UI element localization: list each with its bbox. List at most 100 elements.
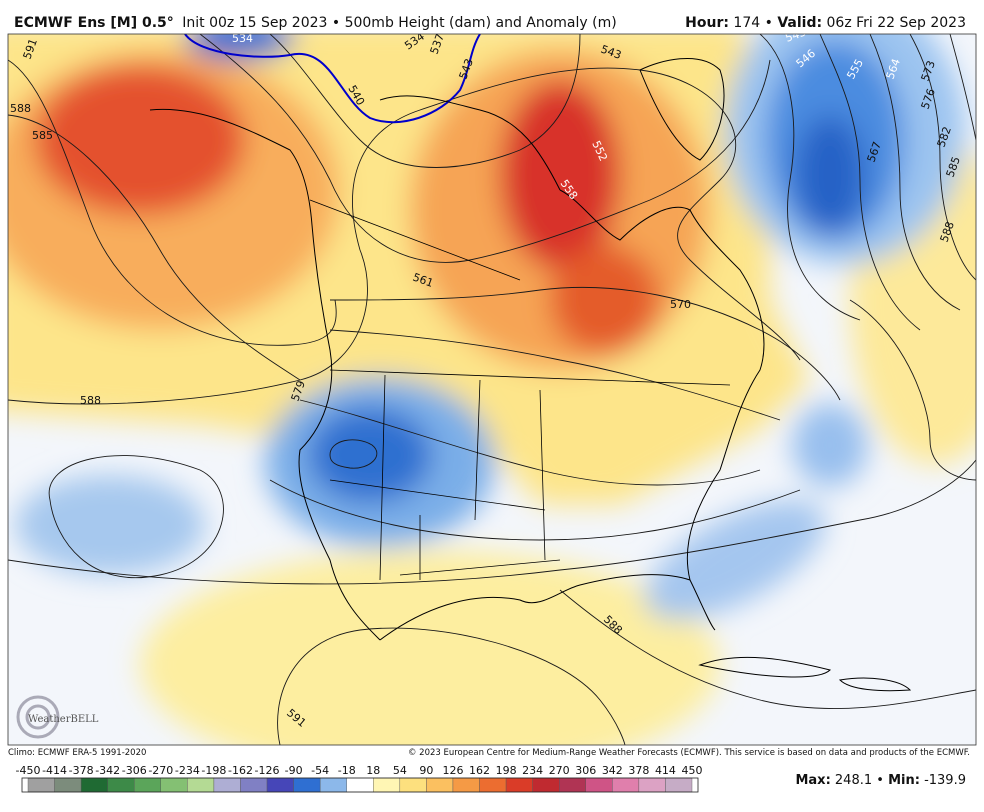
colorbar-label: -378 <box>69 764 94 777</box>
colorbar-label: 162 <box>469 764 490 777</box>
colorbar-swatch <box>213 777 241 793</box>
colorbar-label: 54 <box>393 764 407 777</box>
contour-line <box>329 329 781 421</box>
valid-value: 06z Fri 22 Sep 2023 <box>827 15 966 31</box>
negative-anomaly <box>185 34 295 60</box>
max-label: Max: <box>795 773 830 788</box>
contour-label: 543 <box>784 25 808 44</box>
anomaly-shading <box>8 34 976 745</box>
colorbar-swatch <box>559 777 586 793</box>
contour-540-line <box>184 34 481 124</box>
contour-line <box>909 34 976 281</box>
colorbar-swatch <box>27 777 55 793</box>
negative-anomaly <box>792 403 868 487</box>
colorbar-label: 234 <box>522 764 543 777</box>
colorbar-label: 198 <box>496 764 517 777</box>
colorbar-swatch <box>107 777 135 793</box>
header-valid: Hour: 174 • Valid: 06z Fri 22 Sep 2023 <box>685 15 966 31</box>
colorbar-swatch <box>319 777 347 793</box>
colorbar-swatch <box>665 777 693 793</box>
colorbar-label: 90 <box>419 764 433 777</box>
contour-line <box>329 439 378 469</box>
contour-line <box>299 399 761 486</box>
colorbar-label: -18 <box>338 764 356 777</box>
colorbar-label: 414 <box>655 764 676 777</box>
contour-line <box>849 299 976 481</box>
negative-anomaly <box>15 475 205 575</box>
separator: • <box>876 773 884 788</box>
coastline <box>149 95 765 641</box>
header-title: ECMWF Ens [M] 0.5° Init 00z 15 Sep 2023 … <box>14 15 617 31</box>
logo: WeatherBELL <box>16 695 99 739</box>
strong-negative-anomaly <box>308 407 432 503</box>
colorbar-swatch <box>532 777 560 793</box>
colorbar-label: -342 <box>95 764 120 777</box>
contour-line <box>269 479 801 541</box>
colorbar-swatch <box>638 777 666 793</box>
min-value: -139.9 <box>924 773 966 788</box>
colorbar-label: 306 <box>575 764 596 777</box>
colorbar-label: -162 <box>228 764 253 777</box>
colorbar-label: 126 <box>442 764 463 777</box>
height-contours <box>8 34 976 745</box>
contour-line <box>329 286 841 401</box>
contour-line <box>759 34 861 321</box>
greenland-coast <box>639 57 725 161</box>
contour-line <box>819 34 921 331</box>
colorbar-label: -414 <box>42 764 67 777</box>
max-min: Max: 248.1 • Min: -139.9 <box>795 773 966 788</box>
colorbar-swatch <box>585 777 613 793</box>
map-frame <box>7 33 977 746</box>
colorbar-frame <box>21 777 699 793</box>
colorbar-swatch <box>505 777 533 793</box>
political-border <box>309 199 731 581</box>
colorbar-label: -54 <box>311 764 329 777</box>
colorbar-label: -234 <box>175 764 200 777</box>
contour-label: 570 <box>670 298 691 311</box>
colorbar-label: 378 <box>628 764 649 777</box>
colorbar-swatch <box>612 777 640 793</box>
colorbar-label: -126 <box>255 764 280 777</box>
map: 591 588 585 534 534 537 543 540 543 552 … <box>8 25 976 745</box>
positive-anomaly <box>140 550 720 745</box>
strong-positive-anomaly <box>550 245 660 355</box>
model-name: ECMWF Ens [M] 0.5° <box>14 15 174 31</box>
colorbar-swatch <box>426 777 454 793</box>
init-info: Init 00z 15 Sep 2023 • 500mb Height (dam… <box>182 15 616 31</box>
colorbar-swatch <box>134 777 162 793</box>
contour-line <box>199 34 771 263</box>
contour-label: 585 <box>32 129 53 142</box>
max-value: 248.1 <box>835 773 872 788</box>
colorbar-swatch <box>399 777 427 793</box>
colorbar-label: 342 <box>602 764 623 777</box>
colorbar-swatch <box>452 777 480 793</box>
logo-swirl <box>16 695 60 739</box>
climo-note: Climo: ECMWF ERA-5 1991-2020 <box>8 748 146 758</box>
contour-label: 588 <box>80 394 101 407</box>
contour-line <box>8 59 337 346</box>
hour-label: Hour: <box>685 15 729 31</box>
colorbar-swatch <box>293 777 321 793</box>
colorbar-label: -306 <box>122 764 147 777</box>
colorbar-label: -198 <box>201 764 226 777</box>
colorbar-label: -450 <box>16 764 41 777</box>
logo-text: WeatherBELL <box>28 714 99 725</box>
colorbar-swatch <box>346 777 374 793</box>
separator: • <box>765 15 773 31</box>
colorbar-label: 18 <box>366 764 380 777</box>
colorbar-label: 270 <box>549 764 570 777</box>
hour-value: 174 <box>733 15 760 31</box>
colorbar-label: 450 <box>682 764 703 777</box>
colorbar-swatch <box>373 777 401 793</box>
colorbar-swatch <box>54 777 82 793</box>
contour-line <box>277 627 626 745</box>
caribbean-coast <box>698 656 912 692</box>
contour-line <box>949 34 976 141</box>
strong-negative-anomaly <box>795 115 865 235</box>
colorbar-swatch <box>266 777 294 793</box>
strong-positive-anomaly <box>35 65 245 215</box>
strong-positive-anomaly <box>500 80 620 270</box>
colorbar-label: -90 <box>285 764 303 777</box>
